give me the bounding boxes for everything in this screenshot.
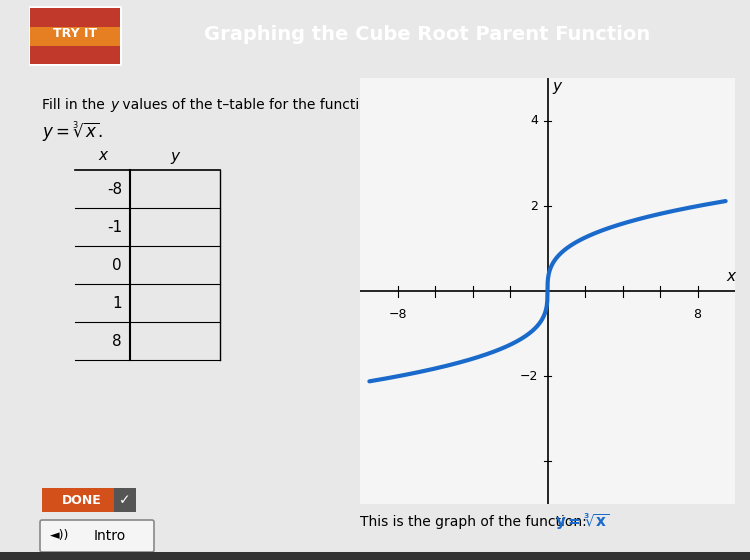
Text: Graphing the Cube Root Parent Function: Graphing the Cube Root Parent Function (204, 26, 650, 44)
FancyBboxPatch shape (40, 520, 154, 552)
Text: Intro: Intro (94, 529, 126, 543)
Text: -1: -1 (106, 220, 122, 235)
Text: y: y (110, 98, 118, 112)
Text: x: x (727, 269, 736, 284)
Text: 2: 2 (530, 199, 538, 213)
Text: $\mathbf{y = \sqrt[3]{x}}$: $\mathbf{y = \sqrt[3]{x}}$ (555, 512, 609, 532)
Bar (114, 488, 136, 512)
Bar (0, 552, 750, 560)
Text: Fill in the: Fill in the (42, 98, 110, 112)
Text: TRY IT: TRY IT (53, 27, 97, 40)
Text: $y = \sqrt[3]{x}.$: $y = \sqrt[3]{x}.$ (42, 120, 103, 144)
Text: 8: 8 (694, 308, 701, 321)
Text: DONE: DONE (62, 493, 101, 506)
Text: 0: 0 (112, 258, 122, 273)
Text: y: y (552, 80, 561, 95)
Text: 8: 8 (112, 334, 122, 348)
Text: This is the graph of the function:: This is the graph of the function: (360, 515, 591, 529)
Bar (30, 27, 120, 45)
Text: 1: 1 (112, 296, 122, 310)
Text: −2: −2 (520, 370, 538, 383)
Text: -8: -8 (106, 181, 122, 197)
Text: values of the t–table for the function: values of the t–table for the function (118, 98, 376, 112)
Text: ◄)): ◄)) (50, 530, 70, 543)
Text: x: x (98, 148, 107, 164)
Text: 4: 4 (530, 114, 538, 128)
Text: y: y (170, 148, 179, 164)
Bar (30, 7, 120, 64)
Text: ✓: ✓ (119, 493, 130, 507)
Bar (30, 8, 120, 27)
Bar (42, 488, 114, 512)
Bar (30, 45, 120, 64)
Text: −8: −8 (388, 308, 406, 321)
